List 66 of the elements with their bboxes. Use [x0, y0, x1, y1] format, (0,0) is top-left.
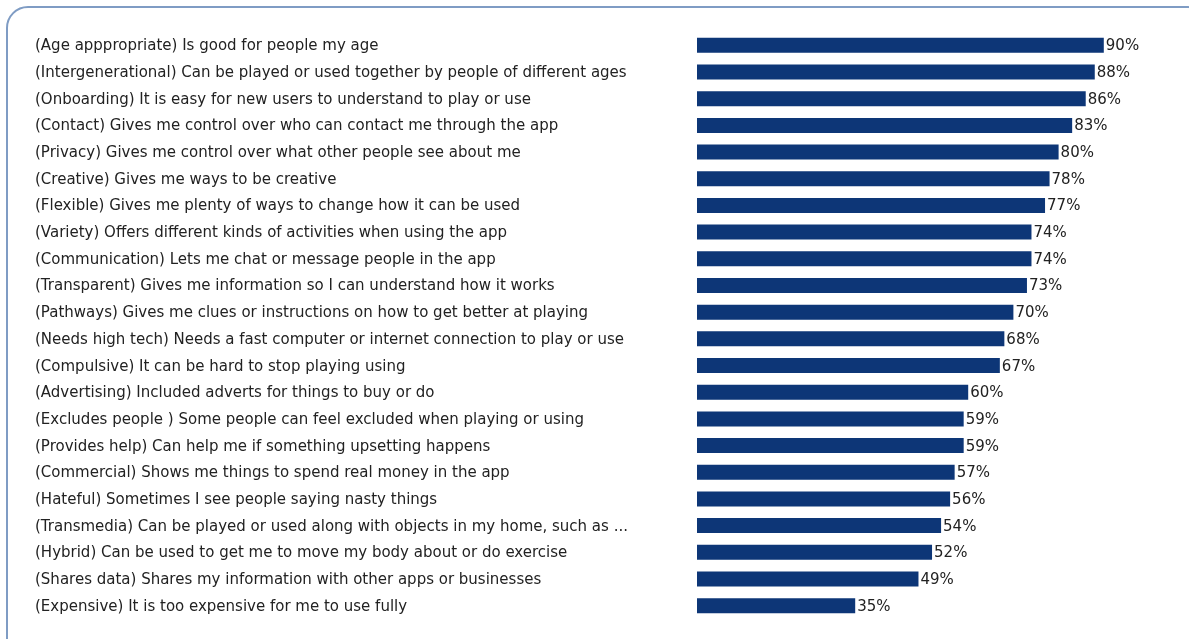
- bar: [697, 544, 933, 560]
- y-tick-label: (Variety) Offers different kinds of activities when using the app: [35, 223, 507, 242]
- y-tick-label: (Commercial) Shows me things to spend real money in the app: [35, 463, 510, 482]
- bar: [697, 358, 1000, 374]
- bar: [697, 64, 1095, 80]
- y-tick-label: (Transparent) Gives me information so I can understand how it works: [35, 276, 555, 295]
- data-label: 35%: [857, 596, 891, 615]
- bar: [697, 518, 942, 534]
- data-label: 68%: [1006, 329, 1040, 348]
- data-label: 80%: [1060, 143, 1094, 162]
- bar: [697, 171, 1050, 187]
- y-tick-label: (Onboarding) It is easy for new users to understand to play or use: [35, 89, 531, 108]
- data-label: 73%: [1028, 276, 1063, 295]
- bar: [697, 197, 1046, 213]
- y-tick-label: (Privacy) Gives me control over what other people see about me: [35, 143, 521, 162]
- bar: [697, 384, 969, 400]
- data-label: 60%: [970, 383, 1004, 402]
- bar: [697, 438, 964, 454]
- y-tick-label: (Transmedia) Can be played or used along with objects in my home, such as ...: [35, 516, 628, 535]
- y-tick-label: (Intergenerational) Can be played or used together by people of different ages: [35, 63, 627, 82]
- y-tick-label: (Creative) Gives me ways to be creative: [35, 169, 337, 188]
- bar: [697, 144, 1059, 160]
- y-tick-label: (Flexible) Gives me plenty of ways to change how it can be used: [35, 196, 521, 215]
- y-tick-label: (Compulsive) It can be hard to stop playing using: [35, 356, 406, 375]
- bar: [697, 224, 1032, 240]
- data-label: 90%: [1105, 36, 1140, 55]
- data-label: 83%: [1074, 116, 1108, 135]
- data-label: 77%: [1047, 196, 1081, 215]
- data-label: 70%: [1015, 303, 1049, 322]
- bar: [697, 411, 964, 427]
- data-label: 49%: [920, 569, 954, 588]
- y-tick-label: (Needs high tech) Needs a fast computer or internet connection to play or use: [35, 329, 624, 348]
- y-tick-label: (Advertising) Included adverts for things to buy or do: [35, 383, 435, 402]
- data-label: 52%: [934, 543, 968, 562]
- bar: [697, 491, 951, 507]
- bar: [697, 277, 1027, 293]
- data-label: 88%: [1096, 63, 1131, 82]
- bar: [697, 117, 1073, 133]
- y-tick-label: (Hateful) Sometimes I see people saying nasty things: [35, 489, 438, 508]
- y-tick-label: (Shares data) Shares my information with other apps or businesses: [35, 569, 542, 588]
- bar: [697, 464, 955, 480]
- data-label: 59%: [965, 436, 1000, 455]
- bar: [697, 304, 1014, 320]
- data-label: 59%: [965, 409, 1000, 428]
- data-label: 67%: [1001, 356, 1036, 375]
- y-tick-label: (Excludes people ) Some people can feel excluded when playing or using: [35, 409, 584, 428]
- y-tick-label: (Provides help) Can help me if something upsetting happens: [35, 436, 491, 455]
- bar: [697, 91, 1086, 107]
- bar: [697, 331, 1005, 347]
- bar: [697, 37, 1104, 53]
- y-tick-label: (Expensive) It is too expensive for me to use fully: [35, 596, 408, 615]
- y-tick-label: (Age apppropriate) Is good for people my age: [35, 36, 379, 55]
- y-tick-label: (Hybrid) Can be used to get me to move my body about or do exercise: [35, 543, 568, 562]
- bar: [697, 598, 856, 614]
- bar: [697, 571, 919, 587]
- bar: [697, 251, 1032, 267]
- y-tick-label: (Contact) Gives me control over who can contact me through the app: [35, 116, 559, 135]
- data-label: 86%: [1087, 89, 1122, 108]
- y-tick-label: (Pathways) Gives me clues or instructions on how to get better at playing: [35, 303, 588, 322]
- y-tick-label: (Communication) Lets me chat or message people in the app: [35, 249, 496, 268]
- data-label: 56%: [952, 489, 986, 508]
- data-label: 57%: [956, 463, 990, 482]
- data-label: 54%: [943, 516, 977, 535]
- data-label: 74%: [1033, 223, 1067, 242]
- data-label: 78%: [1051, 169, 1085, 188]
- data-label: 74%: [1033, 249, 1067, 268]
